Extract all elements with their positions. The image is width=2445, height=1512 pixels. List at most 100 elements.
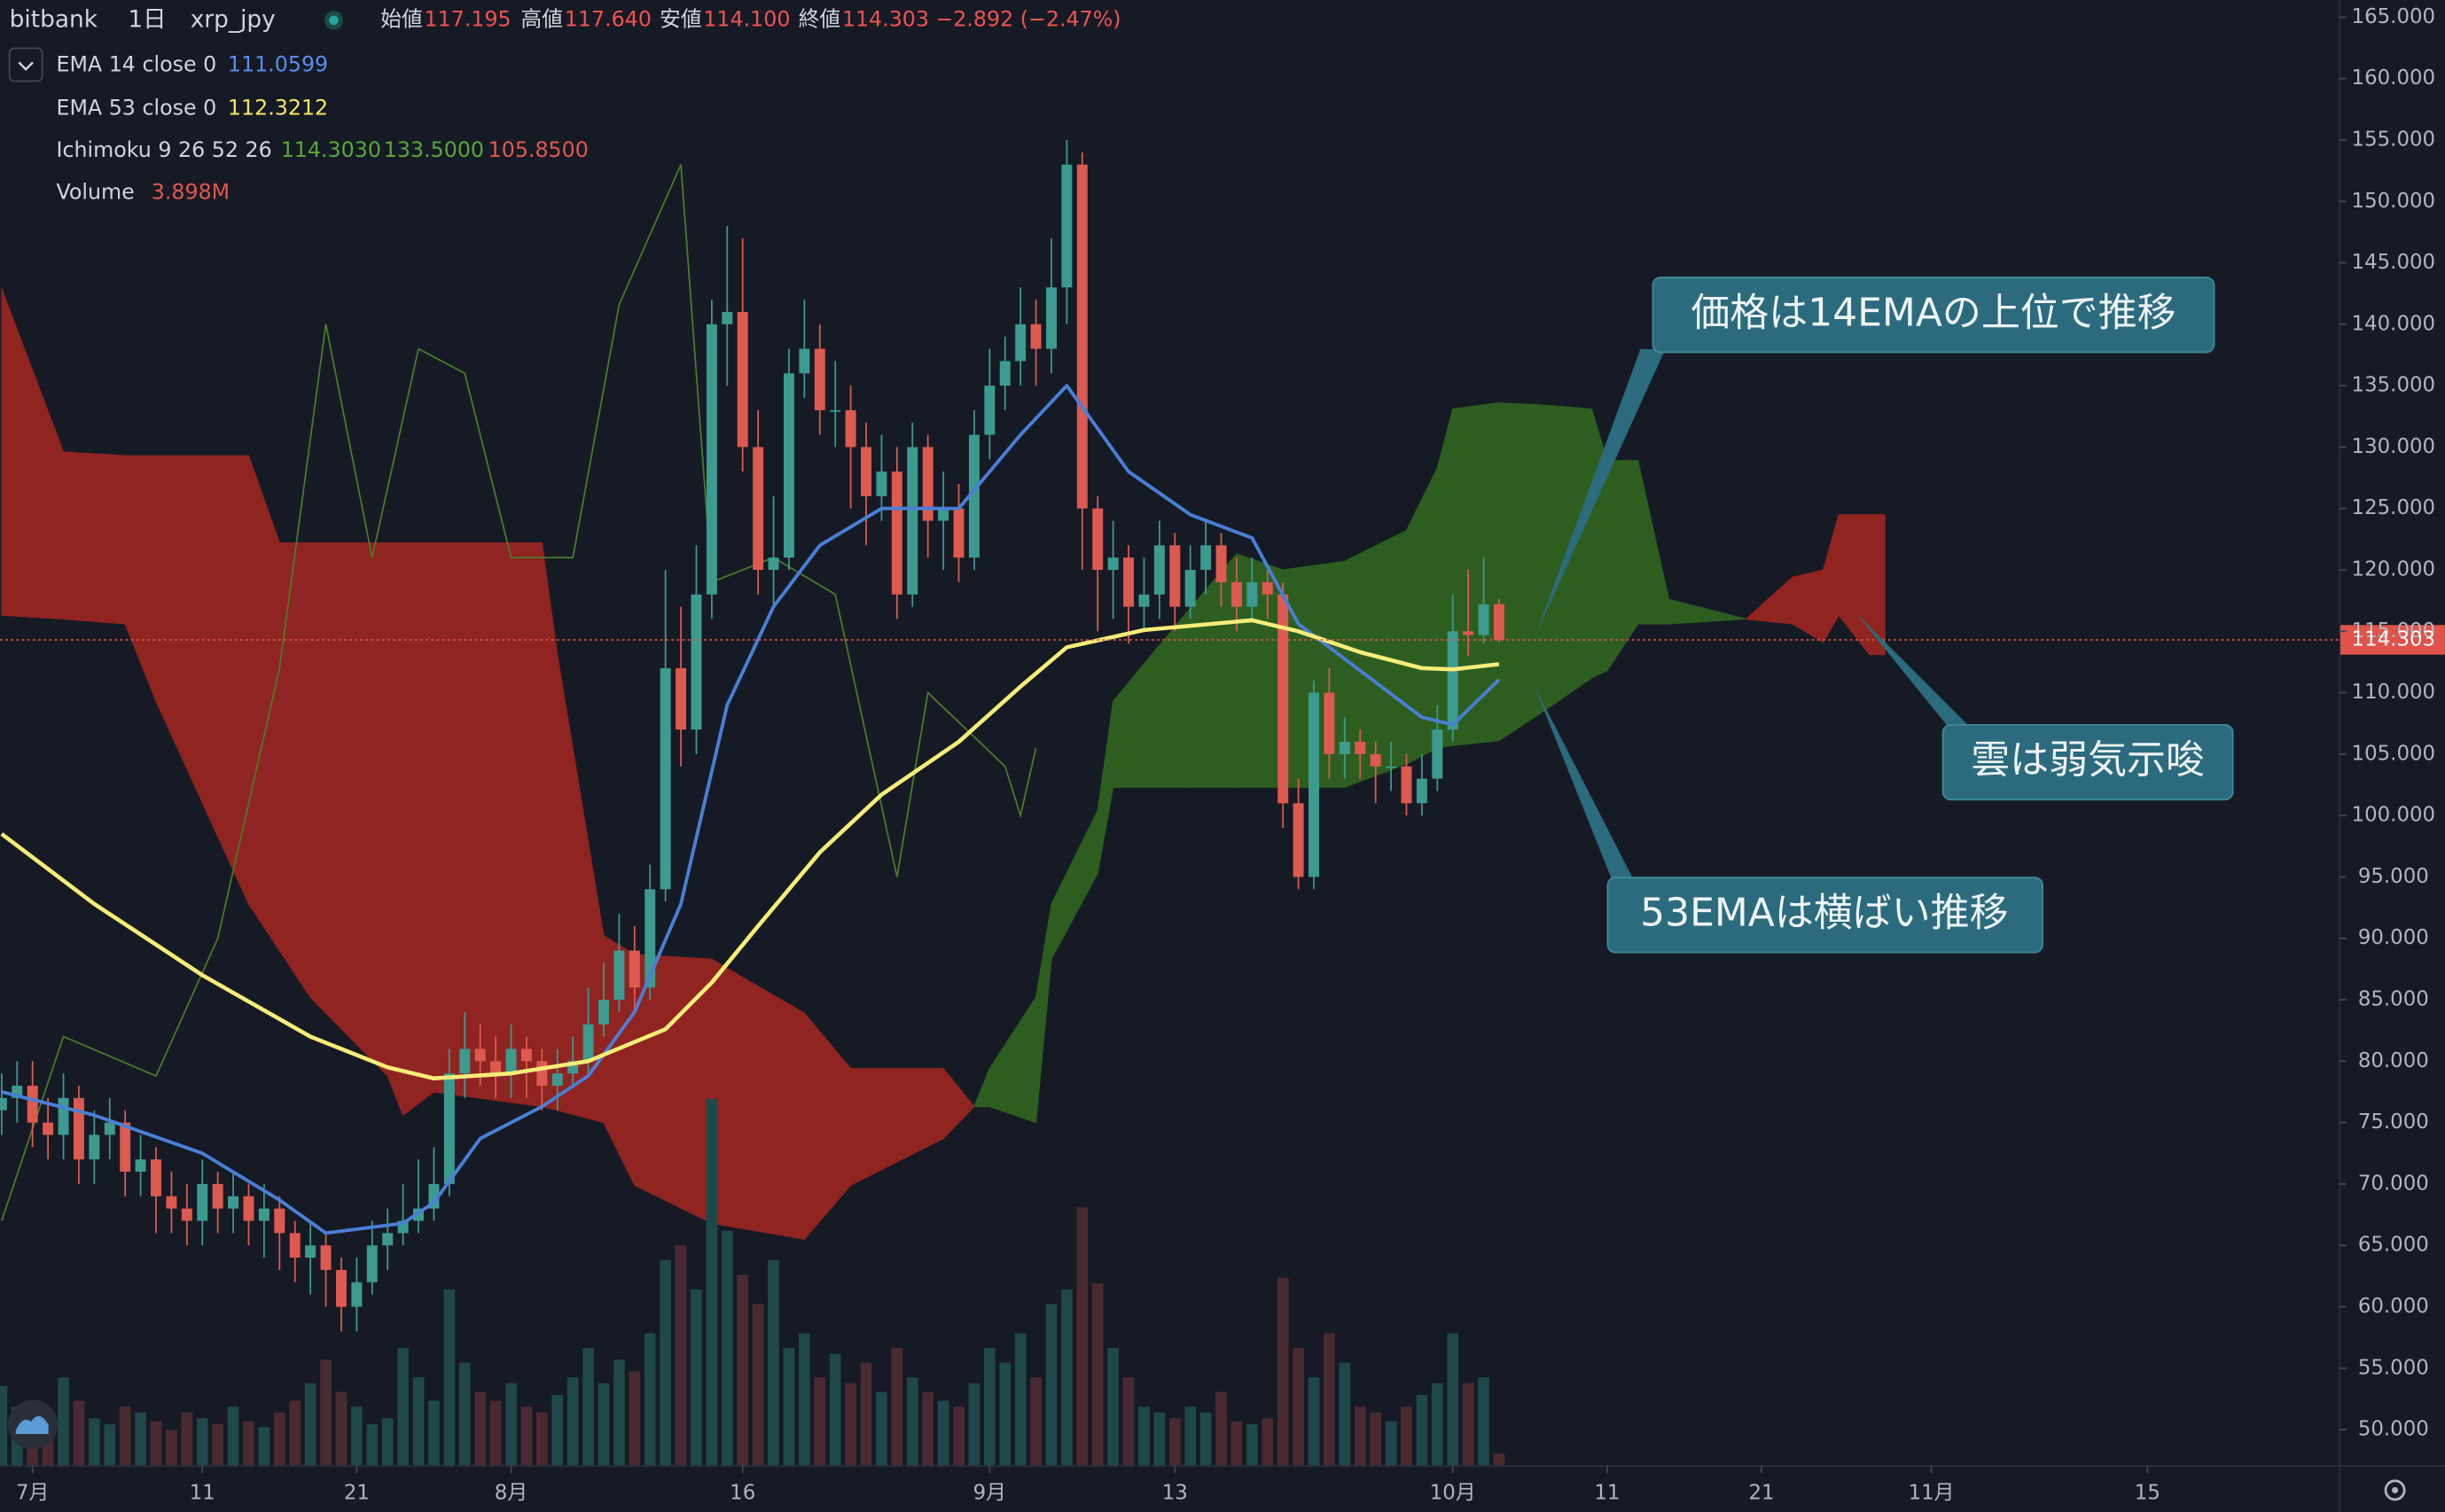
volume-bar [119, 1407, 131, 1466]
high-label: 高値 [521, 6, 563, 31]
candle-body [1030, 323, 1042, 349]
candle-body [135, 1159, 146, 1173]
volume-bar [860, 1362, 872, 1466]
candle-body [1246, 581, 1258, 607]
volume-bar [443, 1289, 456, 1466]
y-tick-label: 130.000 [2352, 435, 2436, 458]
volume-bar [1324, 1333, 1335, 1466]
low-value: 114.100 [703, 6, 790, 31]
volume-bar [1230, 1421, 1243, 1466]
volume-bar [644, 1333, 656, 1466]
close-value: 114.303 [842, 6, 929, 31]
symbol: xrp_jpy [191, 6, 276, 33]
volume-bar [737, 1274, 749, 1466]
volume-bar [1370, 1412, 1382, 1466]
volume-bar [1493, 1454, 1505, 1466]
cloud-segment [387, 542, 404, 1116]
volume-bar [876, 1391, 887, 1466]
y-tick-label: 120.000 [2352, 558, 2436, 581]
volume-bar [536, 1412, 548, 1466]
y-tick-label: 90.000 [2358, 926, 2429, 949]
candle-body [166, 1196, 177, 1209]
y-tick-label: 100.000 [2352, 804, 2436, 827]
candle-body [228, 1196, 239, 1209]
cloud-segment [1869, 514, 1886, 656]
volume-bar [799, 1333, 810, 1466]
candle-body [490, 1061, 502, 1074]
volume-bar [89, 1418, 100, 1466]
volume-bar [1045, 1304, 1058, 1466]
candle-body [366, 1245, 378, 1282]
candle-body [520, 1048, 532, 1062]
candle-body [181, 1208, 192, 1221]
low-label: 安値 [660, 6, 701, 31]
logo [7, 1399, 59, 1450]
candle-body [0, 1097, 7, 1111]
volume-bar [906, 1377, 918, 1466]
candle-body [274, 1208, 285, 1234]
volume-bar [1153, 1412, 1166, 1466]
annotation-pointer [1535, 348, 1666, 635]
candle-body [783, 373, 794, 558]
candle-body [861, 447, 872, 496]
volume-bar [1385, 1421, 1397, 1466]
volume-bar [922, 1391, 934, 1466]
candle-body [58, 1097, 69, 1135]
candle-body [1339, 742, 1350, 754]
x-tick-label: 8月 [495, 1481, 527, 1504]
volume-bar [289, 1400, 301, 1466]
candle-body [1200, 545, 1212, 571]
high-value: 117.640 [565, 6, 652, 31]
volume-bar [706, 1098, 718, 1466]
volume-bar [1215, 1391, 1227, 1466]
candle-body [335, 1269, 347, 1307]
volume-bar [1416, 1394, 1428, 1466]
candle-body [1494, 604, 1504, 640]
interval: 1日 [128, 6, 166, 33]
collapse-button[interactable] [8, 47, 43, 82]
volume-bar [366, 1423, 379, 1466]
legend-ema14: EMA 14 close 0 [56, 51, 216, 76]
volume-bar [428, 1400, 440, 1466]
x-tick-label: 11 [1594, 1481, 1620, 1504]
y-tick-label: 65.000 [2358, 1234, 2429, 1257]
volume-bar [1076, 1207, 1089, 1466]
volume-bar [243, 1421, 254, 1466]
candle-body [474, 1048, 486, 1062]
legend-volume-value: 3.898M [152, 180, 230, 205]
ema-line [0, 618, 1500, 1081]
candle-body [984, 386, 996, 435]
volume-bar [489, 1400, 502, 1466]
candle-body [876, 472, 887, 496]
x-tick-label: 21 [344, 1481, 370, 1504]
volume-bar [381, 1418, 394, 1466]
settings-gear[interactable] [2384, 1479, 2406, 1501]
settings[interactable] [2384, 1479, 2406, 1501]
exchange: bitbank [10, 6, 98, 33]
cloud-segment [1668, 598, 1746, 625]
candle-body [505, 1048, 517, 1074]
candle-body [397, 1220, 409, 1234]
y-tick-label: 110.000 [2352, 681, 2436, 704]
volume-bar [73, 1400, 85, 1466]
last-price-tag [2340, 625, 2445, 655]
y-tick-label: 55.000 [2358, 1356, 2429, 1379]
volume-bar [829, 1353, 841, 1466]
volume-bar [598, 1383, 610, 1466]
candle-body [582, 1024, 594, 1062]
volume-bar [937, 1400, 949, 1466]
volume-bar [1462, 1383, 1474, 1466]
volume-bar [320, 1360, 332, 1466]
volume-bar [474, 1391, 487, 1466]
volume-bar [1339, 1362, 1351, 1466]
candle-body [968, 434, 980, 558]
ichimoku-lagging-line [1, 164, 1037, 1221]
cloud-segment [278, 542, 311, 1000]
volume-bar [968, 1383, 980, 1466]
candle-body [1324, 692, 1335, 754]
volume-bar [58, 1377, 69, 1466]
volume-bar [551, 1394, 564, 1466]
last-price-label: 114.303 [2352, 627, 2436, 651]
y-tick-label: 75.000 [2358, 1111, 2429, 1134]
y-tick-label: 165.000 [2352, 5, 2436, 28]
